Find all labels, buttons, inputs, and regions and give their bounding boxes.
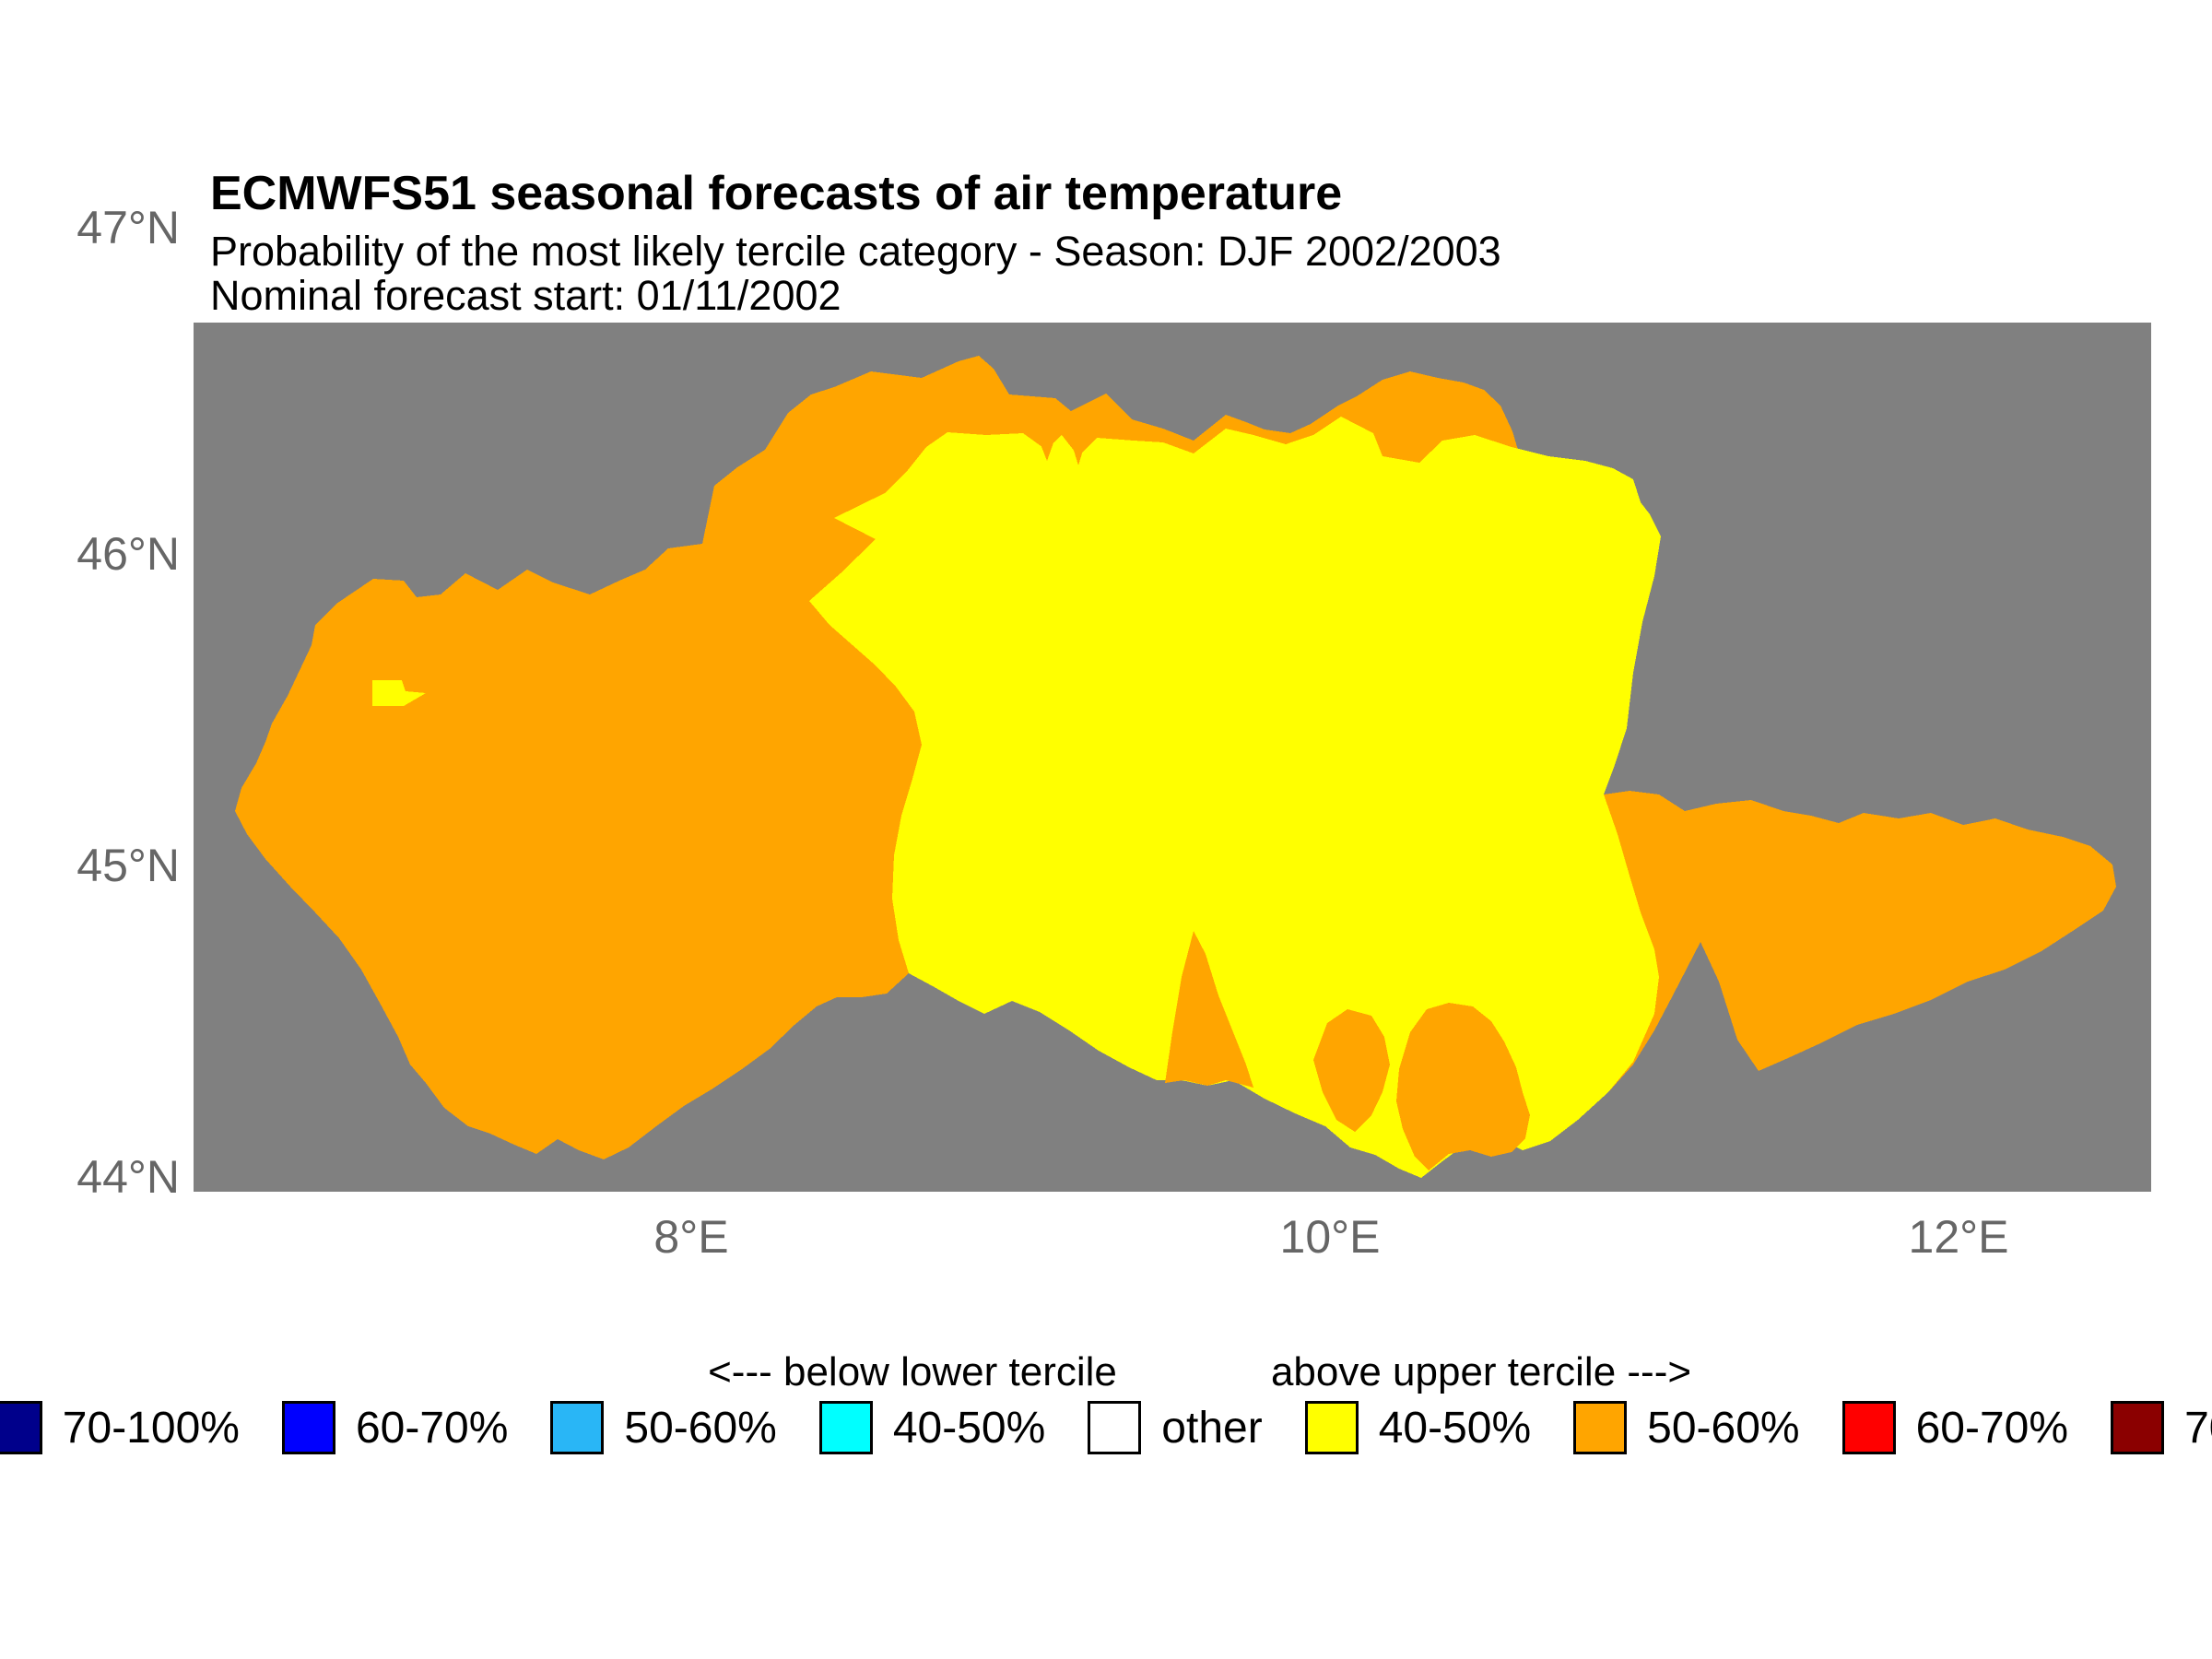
map-orange-south-patch-b	[1396, 1003, 1530, 1171]
legend-item-below-lower-tercile-50-60-: 50-60%	[550, 1401, 777, 1454]
x-tick-10e: 10°E	[1279, 1211, 1381, 1263]
legend-item-below-lower-tercile-40-50-: 40-50%	[818, 1401, 1046, 1454]
legend-item-other-other: other	[1088, 1401, 1263, 1454]
legend-item-label: 70-100%	[62, 1403, 240, 1453]
y-tick-44n: 44°N	[76, 1151, 180, 1203]
legend-item-label: 60-70%	[355, 1403, 509, 1453]
map-orange-south-patch-a	[1313, 1009, 1390, 1132]
map-region-above-40-50-main	[809, 417, 1661, 1178]
map-orange-south-spike	[1165, 931, 1253, 1088]
legend-item-below-lower-tercile-60-70-: 60-70%	[281, 1401, 509, 1454]
legend-item-below-lower-tercile-70-100-: 70-100%	[0, 1401, 240, 1454]
legend-color-swatch	[1841, 1401, 1896, 1454]
legend-item-label: other	[1161, 1403, 1263, 1453]
map-canvas	[194, 323, 2151, 1192]
forecast-map	[194, 323, 2151, 1192]
legend-color-swatch	[1088, 1401, 1142, 1454]
legend-color-swatch	[818, 1401, 873, 1454]
legend-header-below-tercile: <--- below lower tercile	[708, 1349, 1117, 1394]
legend-item-label: 70-100%	[2184, 1403, 2212, 1453]
legend-color-swatch	[0, 1401, 42, 1454]
legend-item-above-upper-tercile-40-50-: 40-50%	[1304, 1401, 1532, 1454]
page-subtitle: Probability of the most likely tercile c…	[210, 228, 1501, 275]
legend-item-above-upper-tercile-70-100-: 70-100%	[2111, 1401, 2212, 1454]
map-orange-tooth-2	[1069, 435, 1088, 465]
map-orange-tooth-1	[1037, 435, 1056, 461]
legend-header-above-tercile: above upper tercile --->	[1270, 1349, 1692, 1394]
legend-color-swatch	[1304, 1401, 1359, 1454]
legend-color-swatch	[550, 1401, 605, 1454]
x-tick-12e: 12°E	[1908, 1211, 2009, 1263]
y-tick-45n: 45°N	[76, 840, 180, 891]
legend-color-swatch	[2111, 1401, 2165, 1454]
y-tick-46n: 46°N	[76, 528, 180, 580]
legend-item-label: 50-60%	[624, 1403, 777, 1453]
legend-item-above-upper-tercile-60-70-: 60-70%	[1841, 1401, 2069, 1454]
legend-item-label: 60-70%	[1915, 1403, 2069, 1453]
y-tick-47n: 47°N	[76, 202, 180, 253]
legend-item-label: 40-50%	[1378, 1403, 1532, 1453]
x-tick-8e: 8°E	[653, 1211, 729, 1263]
page-title: ECMWFS51 seasonal forecasts of air tempe…	[210, 167, 1343, 220]
legend-color-swatch	[281, 1401, 335, 1454]
legend-item-above-upper-tercile-50-60-: 50-60%	[1573, 1401, 1800, 1454]
legend: 70-100% 60-70% 50-60% 40-50% other 40-50…	[0, 1401, 2212, 1454]
map-region-above-40-50-west-patch	[372, 680, 426, 706]
forecast-start-note: Nominal forecast start: 01/11/2002	[210, 272, 841, 319]
legend-color-swatch	[1573, 1401, 1628, 1454]
legend-item-label: 40-50%	[892, 1403, 1046, 1453]
legend-item-label: 50-60%	[1647, 1403, 1800, 1453]
